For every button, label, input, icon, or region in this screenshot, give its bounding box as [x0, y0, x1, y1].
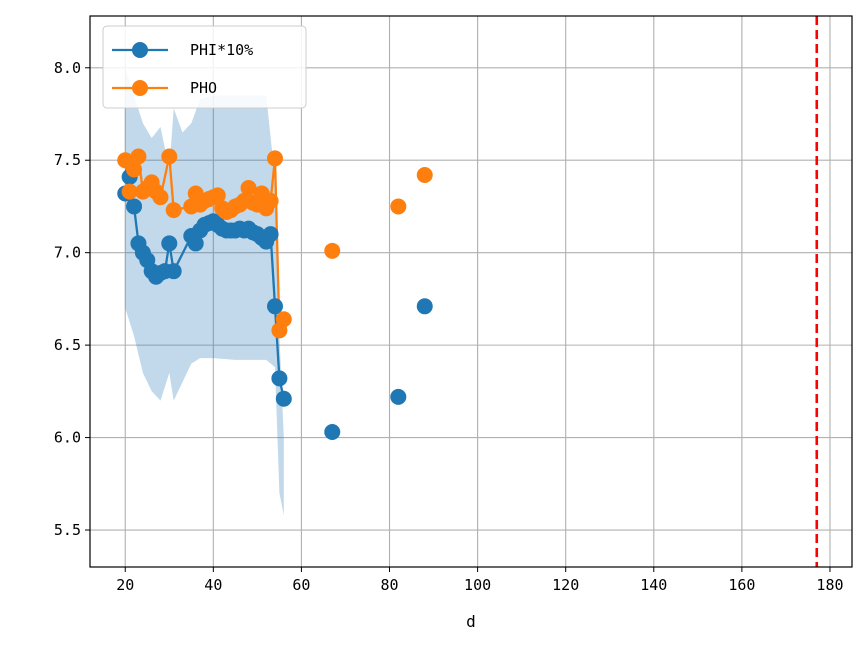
y-tick-label: 6.5: [54, 336, 81, 354]
data-point: [165, 263, 182, 280]
series-points: [117, 148, 433, 441]
data-point: [324, 242, 341, 259]
y-tick-label: 8.0: [54, 59, 81, 77]
x-axis-ticks: 20 40 60 80 100 120 140 160 180: [116, 567, 844, 594]
x-tick-label: 140: [640, 576, 667, 594]
data-point: [262, 192, 279, 209]
legend: PHI*10% PHO: [102, 25, 307, 109]
x-tick-label: 160: [728, 576, 755, 594]
x-tick-label: 40: [204, 576, 222, 594]
data-point: [161, 235, 178, 252]
data-point: [161, 148, 178, 165]
legend-label: PHI*10%: [190, 41, 253, 59]
y-axis-ticks: 5.5 6.0 6.5 7.0 7.5 8.0: [54, 59, 90, 539]
data-point: [152, 189, 169, 206]
data-point: [187, 235, 204, 252]
data-point: [416, 167, 433, 184]
x-tick-label: 20: [116, 576, 134, 594]
data-point: [240, 179, 257, 196]
x-tick-label: 80: [380, 576, 398, 594]
data-point: [209, 187, 226, 204]
data-point: [390, 388, 407, 405]
data-point: [121, 183, 138, 200]
x-axis-label: d: [466, 612, 476, 631]
data-point: [271, 370, 288, 387]
plot-frame: [89, 15, 853, 568]
legend-marker: [132, 42, 148, 58]
x-tick-label: 120: [552, 576, 579, 594]
data-point: [130, 148, 147, 165]
y-tick-label: 6.0: [54, 429, 81, 447]
data-point: [324, 424, 341, 441]
data-point: [275, 390, 292, 407]
legend-label: PHO: [190, 79, 217, 97]
data-point: [126, 161, 143, 178]
legend-marker: [132, 80, 148, 96]
data-point: [262, 226, 279, 243]
data-point: [165, 202, 182, 219]
data-point: [275, 311, 292, 328]
y-tick-label: 5.5: [54, 521, 81, 539]
y-tick-label: 7.0: [54, 244, 81, 262]
x-tick-label: 180: [816, 576, 843, 594]
data-point: [266, 298, 283, 315]
data-point: [390, 198, 407, 215]
data-point: [126, 198, 143, 215]
x-tick-label: 60: [292, 576, 310, 594]
x-tick-label: 100: [464, 576, 491, 594]
data-point: [266, 150, 283, 167]
y-tick-label: 7.5: [54, 151, 81, 169]
data-point: [416, 298, 433, 315]
